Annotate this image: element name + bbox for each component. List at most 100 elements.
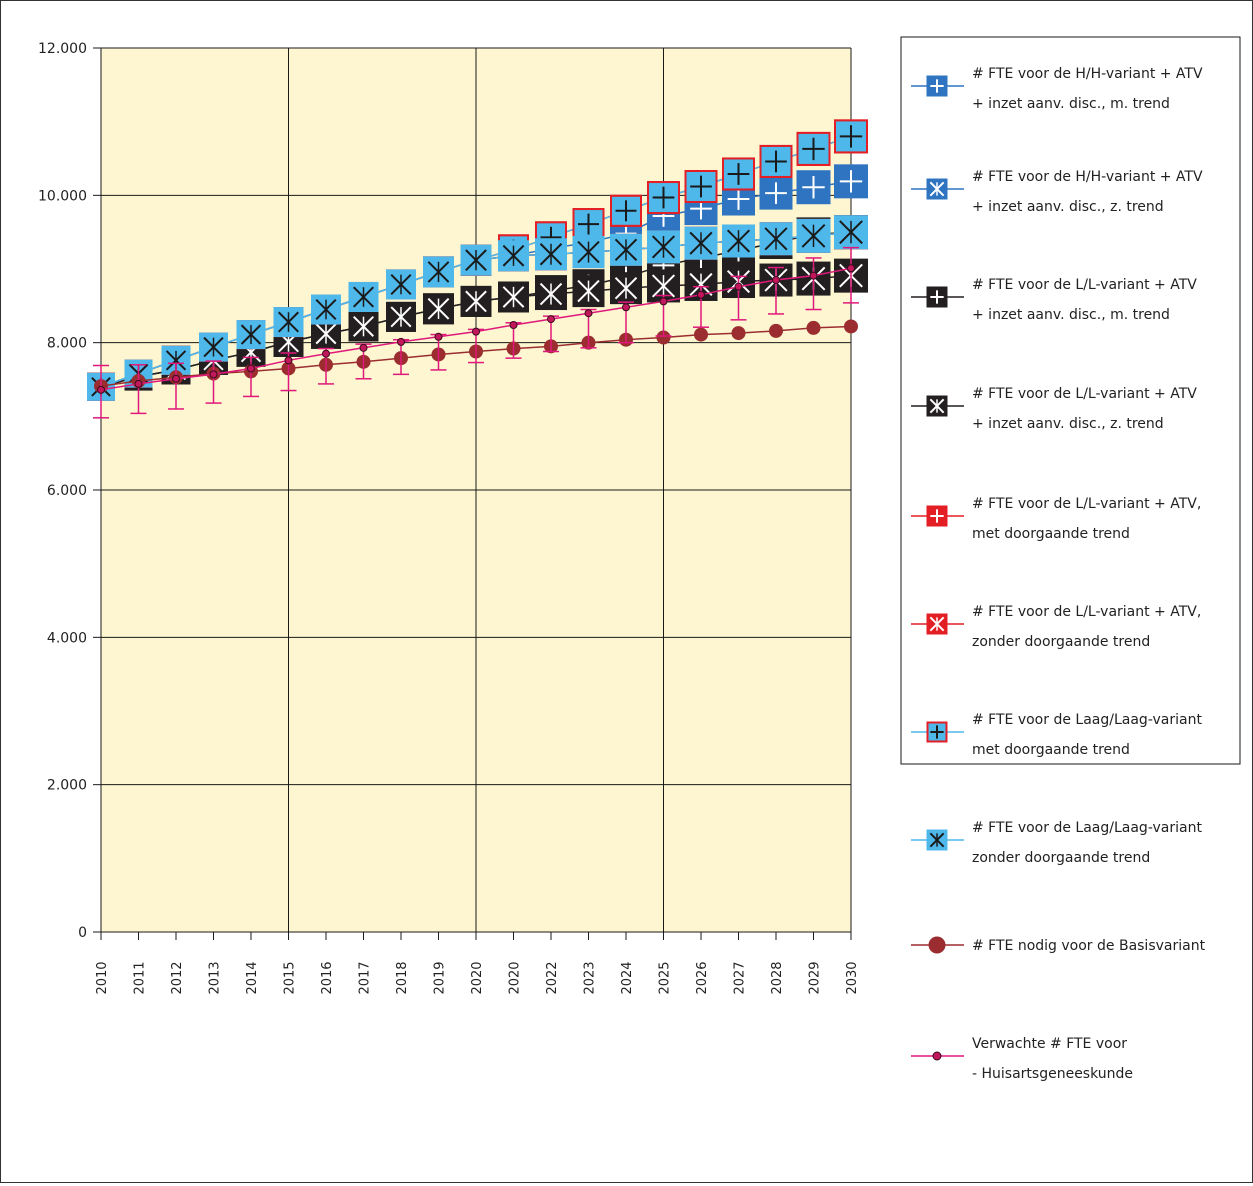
- series-8: [87, 215, 868, 401]
- data-point: [199, 332, 228, 362]
- data-point: [572, 236, 605, 269]
- data-point: [434, 332, 443, 341]
- legend-label: Verwachte # FTE voor: [972, 1036, 1127, 1052]
- series-10: [93, 246, 859, 419]
- data-point: [834, 215, 868, 250]
- legend-marker: [926, 178, 948, 200]
- data-point: [572, 275, 605, 308]
- legend-label: # FTE voor de Laag/Laag-variant: [972, 820, 1202, 836]
- marker-dot: [472, 327, 480, 336]
- legend-label: + inzet aanv. disc., m. trend: [972, 96, 1170, 112]
- legend-label: zonder doorgaande trend: [972, 634, 1150, 650]
- data-point: [684, 192, 718, 226]
- data-point: [834, 164, 868, 199]
- x-tick-label: 2013: [208, 961, 223, 994]
- marker-dot: [397, 337, 405, 346]
- legend-marker: [928, 936, 946, 954]
- marker-circle: [731, 326, 746, 341]
- data-point: [172, 374, 180, 383]
- data-point: [284, 356, 293, 365]
- data-point: [659, 297, 668, 306]
- data-point: [610, 194, 642, 227]
- legend-label: # FTE voor de H/H-variant + ATV: [972, 66, 1203, 82]
- x-tick-label: 2017: [358, 961, 373, 994]
- data-point: [844, 319, 858, 334]
- data-point: [236, 320, 266, 350]
- data-point: [311, 294, 341, 325]
- legend-item-9: # FTE nodig voor de Basisvariant: [911, 936, 1206, 954]
- data-point: [161, 345, 191, 375]
- legend-marker: [932, 1051, 942, 1061]
- y-tick-label: 10.000: [38, 188, 87, 204]
- x-tick-label: 2014: [245, 961, 260, 994]
- legend-label: + inzet aanv. disc., z. trend: [972, 199, 1164, 215]
- data-point: [322, 349, 330, 358]
- marker-circle: [806, 320, 821, 335]
- y-tick-label: 8.000: [47, 336, 87, 352]
- data-point: [584, 309, 593, 318]
- legend-item-7: # FTE voor de Laag/Laag-variant met doorg…: [911, 712, 1202, 758]
- legend-label: # FTE nodig voor de Basisvariant: [972, 938, 1206, 954]
- data-point: [460, 244, 492, 276]
- data-point: [359, 343, 368, 352]
- legend-label: met doorgaande trend: [972, 526, 1130, 542]
- legend-marker: [926, 395, 948, 417]
- data-point: [386, 269, 416, 300]
- data-point: [273, 307, 304, 338]
- legend-marker: [926, 721, 948, 743]
- legend-label: # FTE voor de L/L-variant + ATV,: [972, 604, 1201, 620]
- data-point: [694, 327, 708, 342]
- data-point: [684, 169, 718, 203]
- marker-circle: [694, 327, 708, 342]
- x-tick-label: 2012: [170, 961, 185, 994]
- marker-dot: [134, 379, 143, 388]
- legend-label: - Huisartsgeneeskunde: [972, 1066, 1133, 1082]
- data-point: [722, 157, 755, 191]
- x-tick-label: 2015: [283, 961, 298, 994]
- data-point: [423, 293, 454, 325]
- data-point: [386, 301, 416, 332]
- data-point: [759, 176, 793, 210]
- data-point: [796, 131, 831, 166]
- marker-dot: [847, 264, 855, 273]
- legend-marker: [926, 829, 948, 851]
- marker-dot: [509, 320, 518, 329]
- data-point: [759, 222, 793, 256]
- marker-circle: [769, 323, 783, 338]
- data-point: [731, 326, 746, 341]
- data-point: [572, 208, 605, 241]
- x-tick-label: 2023: [583, 961, 598, 994]
- marker-dot: [659, 297, 668, 306]
- marker-dot: [97, 385, 105, 394]
- data-point: [697, 290, 705, 299]
- legend-marker: [926, 286, 948, 308]
- legend-label: met doorgaande trend: [972, 742, 1130, 758]
- legend-marker: [926, 75, 948, 97]
- x-tick-label: 2020: [508, 961, 523, 994]
- data-point: [535, 278, 567, 311]
- legend-item-2: # FTE voor de H/H-variant + ATV + inzet a…: [911, 169, 1203, 215]
- marker-dot: [547, 315, 555, 324]
- data-point: [547, 315, 555, 324]
- data-point: [610, 272, 642, 305]
- data-point: [498, 281, 529, 313]
- data-point: [209, 370, 218, 379]
- data-point: [722, 224, 755, 258]
- marker-dot: [359, 343, 368, 352]
- legend: # FTE voor de H/H-variant + ATV + inzet a…: [900, 36, 1241, 1082]
- marker-dot: [734, 282, 743, 291]
- data-point: [759, 144, 793, 178]
- data-point: [509, 320, 518, 329]
- x-tick-label: 2027: [733, 961, 748, 994]
- data-point: [796, 170, 831, 205]
- data-point: [97, 385, 105, 394]
- marker-circle: [844, 319, 858, 334]
- legend-item-1: # FTE voor de H/H-variant + ATV + inzet a…: [911, 66, 1203, 112]
- legend-label: # FTE voor de L/L-variant + ATV,: [972, 496, 1201, 512]
- data-point: [622, 303, 630, 312]
- legend-marker: [926, 613, 948, 635]
- data-point: [806, 320, 821, 335]
- data-point: [498, 240, 529, 272]
